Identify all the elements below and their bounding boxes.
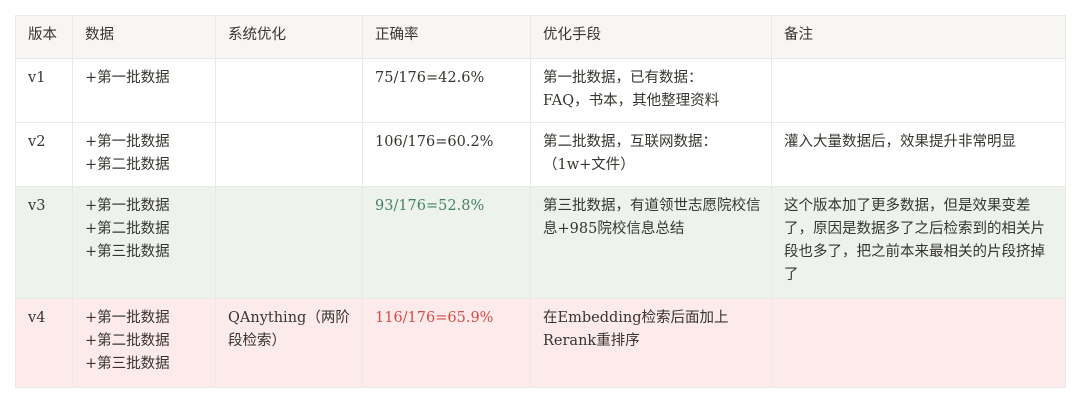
- table-row: v2 +第一批数据 +第二批数据 106/176=60.2% 第二批数据，互联网…: [15, 122, 1066, 187]
- header-data: 数据: [72, 15, 216, 59]
- cell-version: v3: [15, 186, 73, 299]
- table-row: v1 +第一批数据 75/176=42.6% 第一批数据，已有数据： FAQ，书…: [15, 58, 1066, 123]
- cell-version: v1: [15, 58, 73, 123]
- cell-system: QAnything（两阶段检索）: [215, 298, 363, 388]
- header-version: 版本: [15, 15, 73, 59]
- cell-note: [771, 58, 1066, 123]
- header-note: 备注: [771, 15, 1066, 59]
- results-table: 版本 数据 系统优化 正确率 优化手段 备注 v1 +第一批数据 75/176=…: [15, 15, 1066, 388]
- header-method: 优化手段: [530, 15, 772, 59]
- cell-note: [771, 298, 1066, 388]
- table-row-highlight-red: v4 +第一批数据 +第二批数据 +第三批数据 QAnything（两阶段检索）…: [15, 298, 1066, 388]
- cell-system: [215, 58, 363, 123]
- cell-version: v2: [15, 122, 73, 187]
- cell-method: 第二批数据，互联网数据： （1w+文件）: [530, 122, 772, 187]
- cell-data: +第一批数据 +第二批数据 +第三批数据: [72, 298, 216, 388]
- cell-accuracy: 116/176=65.9%: [362, 298, 531, 388]
- cell-note: 灌入大量数据后，效果提升非常明显: [771, 122, 1066, 187]
- cell-data: +第一批数据 +第二批数据 +第三批数据: [72, 186, 216, 299]
- header-system: 系统优化: [215, 15, 363, 59]
- cell-system: [215, 122, 363, 187]
- header-accuracy: 正确率: [362, 15, 531, 59]
- header-row: 版本 数据 系统优化 正确率 优化手段 备注: [15, 15, 1066, 59]
- cell-accuracy: 106/176=60.2%: [362, 122, 531, 187]
- cell-accuracy: 75/176=42.6%: [362, 58, 531, 123]
- table-row-highlight-green: v3 +第一批数据 +第二批数据 +第三批数据 93/176=52.8% 第三批…: [15, 186, 1066, 299]
- cell-version: v4: [15, 298, 73, 388]
- cell-data: +第一批数据 +第二批数据: [72, 122, 216, 187]
- cell-note: 这个版本加了更多数据，但是效果变差了，原因是数据多了之后检索到的相关片段也多了，…: [771, 186, 1066, 299]
- cell-method: 在Embedding检索后面加上Rerank重排序: [530, 298, 772, 388]
- cell-data: +第一批数据: [72, 58, 216, 123]
- cell-method: 第一批数据，已有数据： FAQ，书本，其他整理资料: [530, 58, 772, 123]
- cell-system: [215, 186, 363, 299]
- cell-accuracy: 93/176=52.8%: [362, 186, 531, 299]
- cell-method: 第三批数据，有道领世志愿院校信息+985院校信息总结: [530, 186, 772, 299]
